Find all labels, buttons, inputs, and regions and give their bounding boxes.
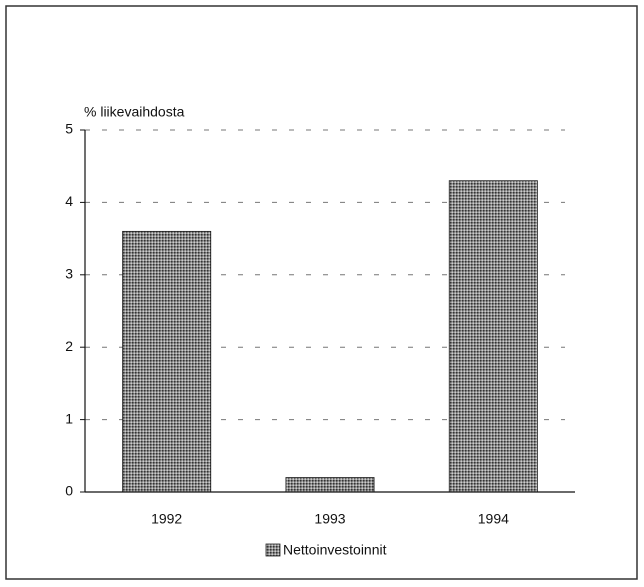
- y-tick-label: 1: [65, 410, 73, 426]
- x-tick-label: 1993: [314, 511, 345, 527]
- bar: [448, 180, 538, 493]
- legend-label: Nettoinvestoinnit: [283, 542, 387, 558]
- y-tick-label: 4: [65, 193, 73, 209]
- y-tick-label: 5: [65, 121, 73, 137]
- legend-swatch: [265, 543, 281, 557]
- y-tick-label: 3: [65, 266, 73, 282]
- y-tick-label: 0: [65, 483, 73, 499]
- y-tick-label: 2: [65, 338, 73, 354]
- bar: [285, 477, 375, 493]
- y-axis-label: % liikevaihdosta: [84, 104, 185, 120]
- x-tick-label: 1992: [151, 511, 182, 527]
- x-tick-label: 1994: [478, 511, 509, 527]
- bar: [122, 230, 212, 493]
- frame: [5, 5, 638, 580]
